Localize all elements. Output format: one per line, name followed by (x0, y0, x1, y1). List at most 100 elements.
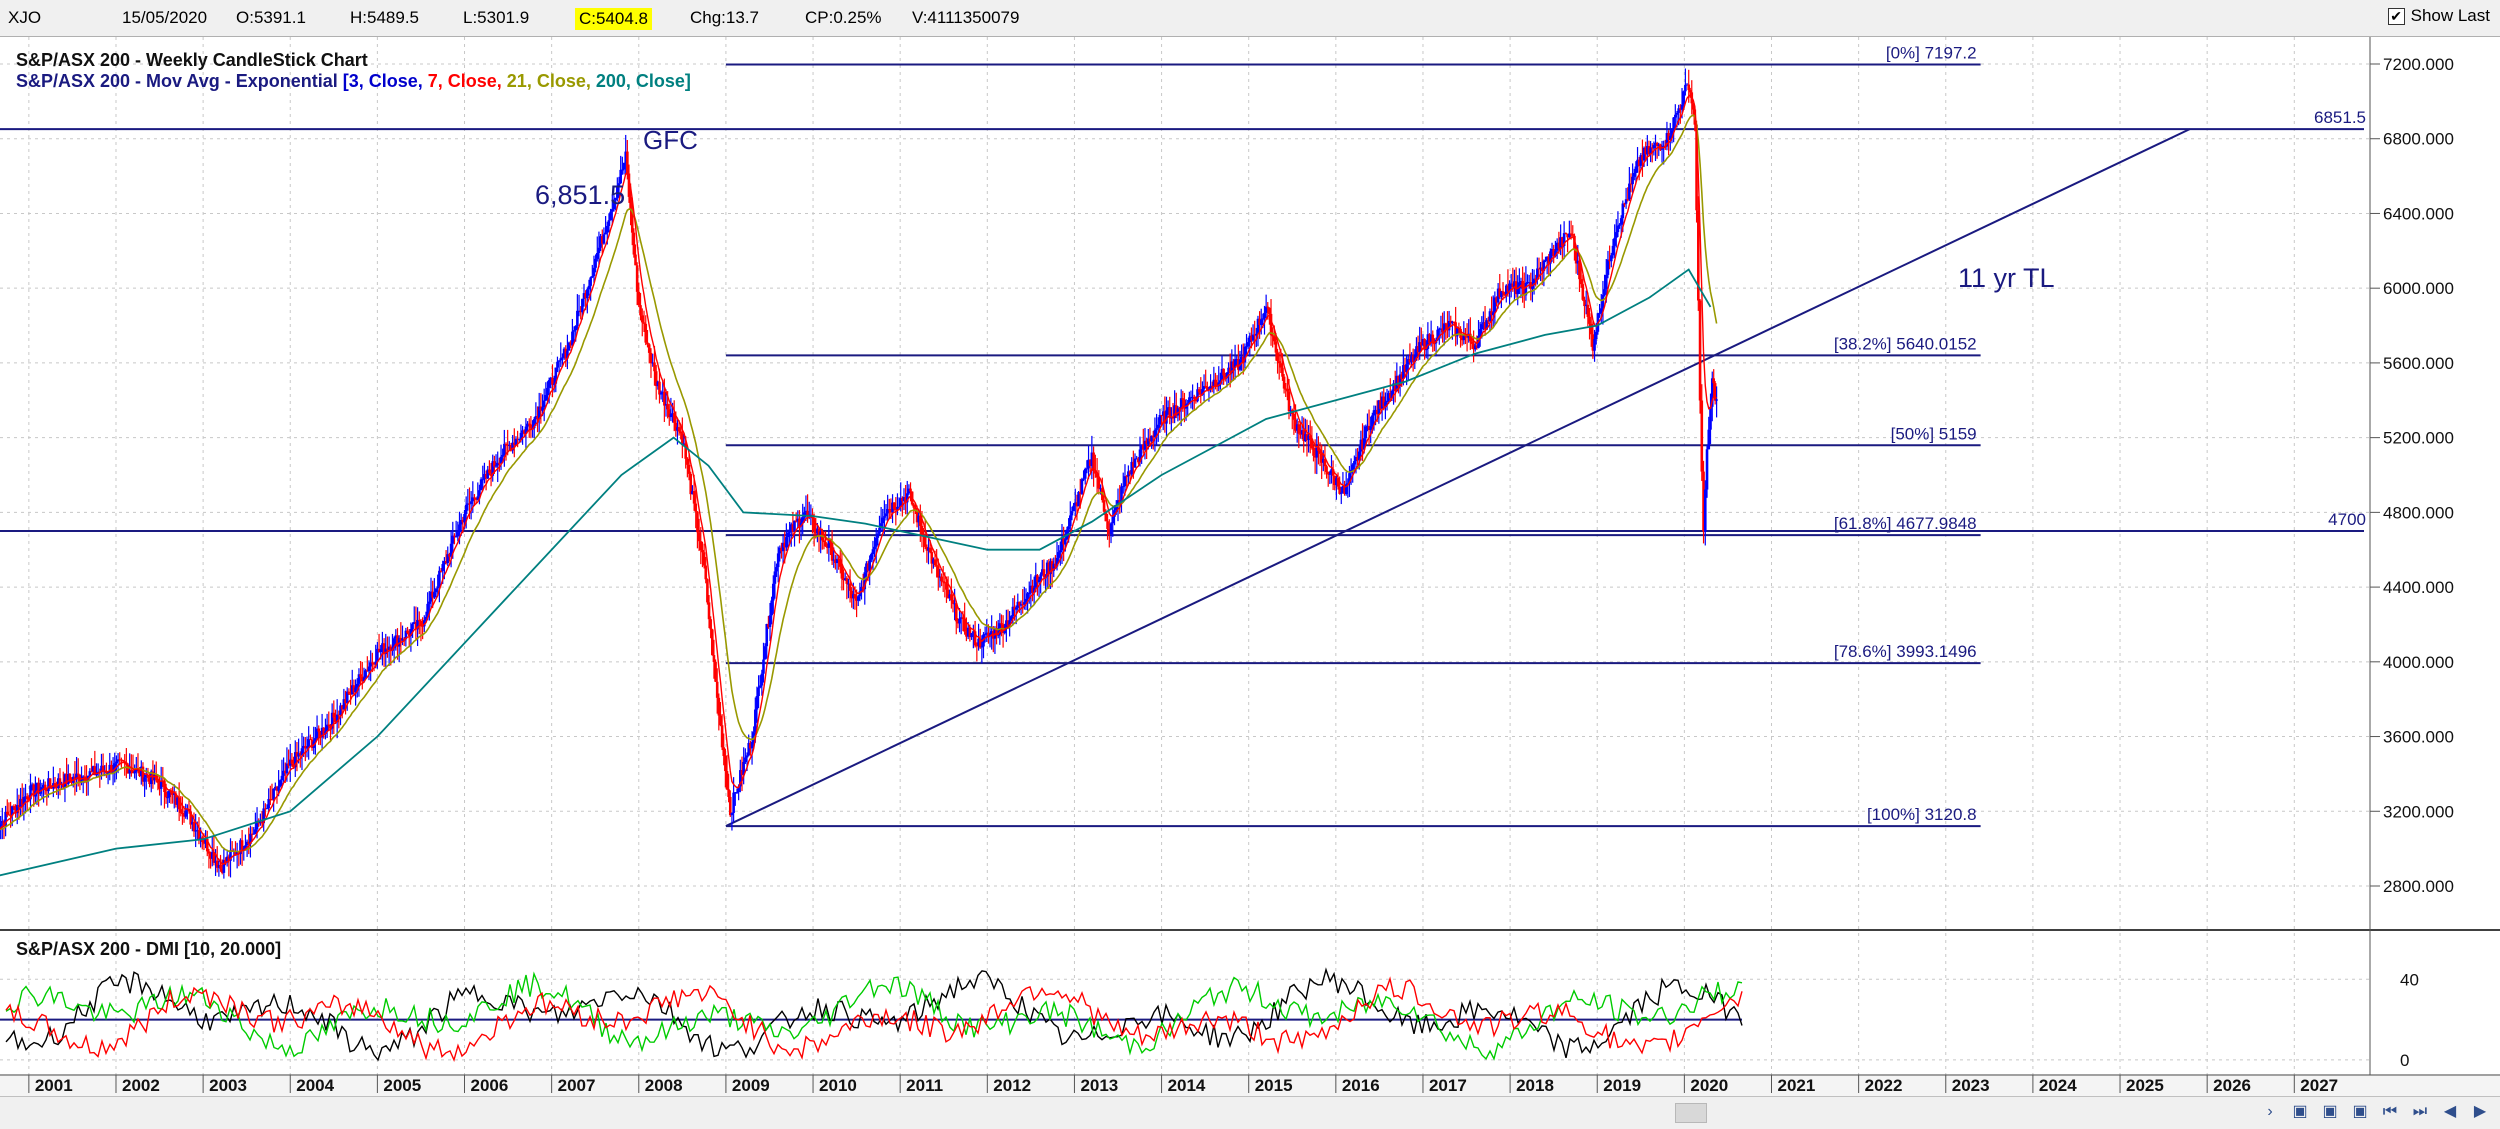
candle-body (641, 315, 644, 322)
candle-body (1193, 397, 1196, 399)
candle-body (1064, 539, 1067, 544)
candle-body (1276, 353, 1279, 362)
reset-view-icon[interactable]: ▣ (2348, 1101, 2372, 1123)
candle-body (1071, 511, 1074, 515)
candle-body (1709, 407, 1712, 430)
candle-body (703, 552, 706, 565)
candle-body (1617, 226, 1620, 233)
candle-body (548, 380, 551, 388)
candle-body (1715, 399, 1718, 400)
candle-body (709, 619, 712, 629)
candle-body (1613, 238, 1616, 246)
candle-body (1325, 466, 1328, 472)
candle-body (885, 513, 888, 516)
fib-level-label: 6851.5 (2314, 108, 2366, 127)
candle-body (878, 528, 881, 534)
candle-body (934, 559, 937, 565)
scroll-thumb[interactable] (1675, 1103, 1707, 1123)
candle-body (775, 567, 778, 571)
x-tick-label: 2001 (35, 1076, 73, 1095)
candle-body (1198, 389, 1201, 392)
candle-body (317, 728, 320, 731)
scroll-bar[interactable]: › ▣ ▣ ▣ ⏮ ⏭ ◀ ▶ (0, 1096, 2500, 1129)
x-tick-label: 2022 (1865, 1076, 1903, 1095)
candle-body (603, 234, 606, 243)
candle-body (115, 761, 118, 763)
candle-body (1124, 476, 1127, 486)
candle-body (1278, 361, 1281, 363)
candle-body (1275, 341, 1278, 352)
candle-body (588, 286, 591, 289)
x-tick-label: 2007 (558, 1076, 596, 1095)
y-tick-label: 3600.000 (2383, 728, 2454, 747)
candle-body (704, 566, 707, 580)
x-tick-label: 2020 (1690, 1076, 1728, 1095)
y-tick-label: 4800.000 (2383, 503, 2454, 522)
quote-header: XJO 15/05/2020 O:5391.1 H:5489.5 L:5301.… (0, 0, 2500, 37)
x-tick-label: 2026 (2213, 1076, 2251, 1095)
show-last-toggle[interactable]: ✔ Show Last (2388, 6, 2490, 26)
candle-body (184, 811, 187, 817)
candle-body (122, 760, 125, 761)
candle-body (1351, 465, 1354, 470)
y-tick-label: 4400.000 (2383, 578, 2454, 597)
x-tick-label: 2023 (1952, 1076, 1990, 1095)
ma-legend-item: 21, Close, (502, 71, 591, 91)
prev-icon[interactable]: ◀ (2438, 1101, 2462, 1123)
x-tick-label: 2016 (1342, 1076, 1380, 1095)
candle-body (1682, 91, 1685, 104)
candle-body (418, 620, 421, 621)
zoom-in-icon[interactable]: ▣ (2288, 1101, 2312, 1123)
zoom-out-icon[interactable]: ▣ (2318, 1101, 2342, 1123)
candle-body (981, 646, 984, 647)
candle-body (6, 812, 9, 815)
candle-body (626, 152, 629, 174)
date-label: 15/05/2020 (122, 8, 207, 28)
candle-body (621, 170, 624, 171)
candle-body (636, 265, 639, 292)
last-page-icon[interactable]: ⏭ (2408, 1101, 2432, 1123)
candle-body (593, 268, 596, 276)
candle-body (1340, 493, 1343, 494)
x-tick-label: 2018 (1516, 1076, 1554, 1095)
fib-level-label: [78.6%] 3993.1496 (1834, 642, 1977, 661)
candle-body (1069, 515, 1072, 526)
candle-body (764, 646, 767, 659)
candle-body (940, 577, 943, 582)
candle-body (458, 524, 461, 532)
candle-body (660, 393, 663, 395)
next-icon[interactable]: ▶ (2468, 1101, 2492, 1123)
candle-body (1182, 398, 1185, 400)
candle-body (291, 760, 294, 764)
candle-body (1288, 391, 1291, 411)
first-page-icon[interactable]: ⏮ (2378, 1101, 2402, 1123)
candle-body (586, 289, 589, 298)
candle-body (1157, 425, 1160, 429)
candle-body (481, 479, 484, 480)
candle-body (787, 533, 790, 537)
candle-body (658, 382, 661, 395)
candle-body (1672, 117, 1675, 130)
candle-body (143, 777, 146, 781)
candle-body (1502, 291, 1505, 292)
ma-legend-item: 7, Close, (423, 71, 502, 91)
candle-body (606, 226, 609, 233)
candle-body (727, 789, 730, 797)
scroll-right-icon[interactable]: › (2258, 1101, 2282, 1123)
y-tick-label: 5200.000 (2383, 429, 2454, 448)
candle-body (379, 650, 382, 653)
candle-body (714, 662, 717, 682)
candle-body (1214, 380, 1217, 386)
show-last-checkbox[interactable]: ✔ (2388, 8, 2405, 25)
candle-body (581, 299, 584, 312)
y-tick-label: 4000.000 (2383, 653, 2454, 672)
candle-body (596, 253, 599, 259)
y-tick-label: 6000.000 (2383, 279, 2454, 298)
candle-body (591, 276, 594, 277)
candle-body (846, 578, 849, 584)
candle-body (1043, 569, 1046, 577)
candle-body (503, 444, 506, 455)
symbol-label: XJO (8, 8, 41, 28)
candle-body (556, 362, 559, 368)
